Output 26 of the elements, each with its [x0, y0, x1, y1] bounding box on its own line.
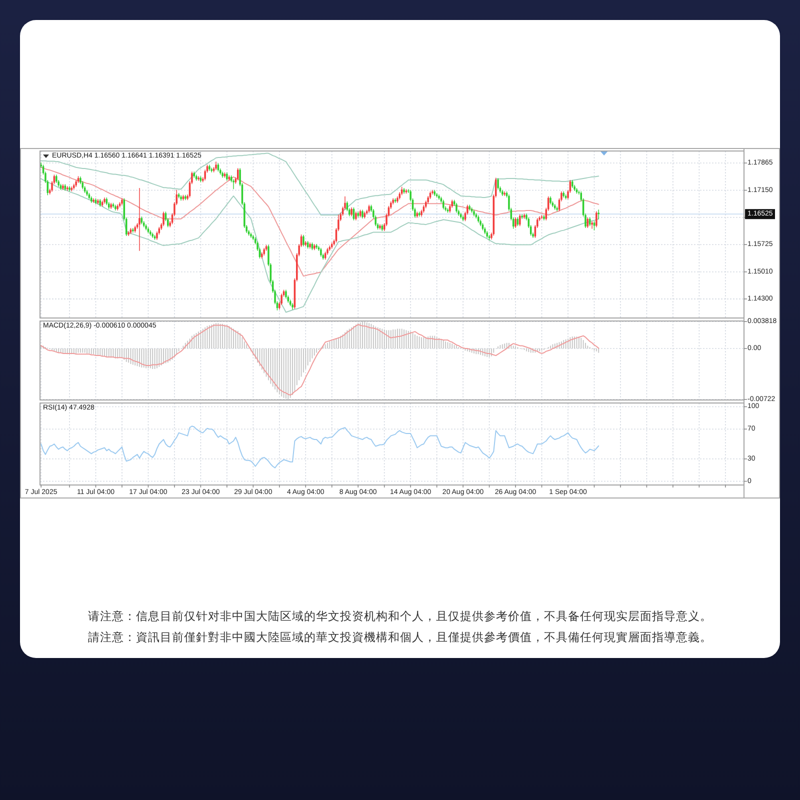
candlestick [596, 210, 598, 228]
candlestick [514, 216, 516, 228]
candlestick [180, 194, 182, 201]
text: 請注意：資訊目前僅針對非中國大陸區域的華文投資機構和個人，且僅提供參考價值，不具備任何現實層面指導意義。 [88, 630, 712, 644]
candlestick [132, 228, 134, 233]
candlestick [504, 191, 506, 196]
candlestick [302, 234, 304, 247]
line-series [40, 324, 600, 396]
candlestick [232, 178, 234, 190]
line-series [40, 426, 600, 468]
candlestick [521, 214, 523, 220]
candlestick [138, 188, 140, 252]
candlestick [591, 220, 593, 230]
candlestick [432, 190, 434, 195]
candlestick [456, 202, 458, 214]
candlestick [519, 214, 521, 226]
text: 请注意：信息目前仅针对非中国大陆区域的华文投资机构和个人，且仅提供参考价值，不具备任何现实层面指导意义。 [88, 609, 712, 623]
candlestick [497, 178, 499, 190]
line-series [40, 178, 600, 313]
candlestick [198, 176, 200, 182]
candlestick [442, 199, 444, 210]
candlestick [280, 293, 282, 306]
candlestick [556, 206, 558, 212]
line-series [40, 152, 600, 216]
candlestick [92, 198, 94, 204]
candlestick [162, 211, 164, 226]
